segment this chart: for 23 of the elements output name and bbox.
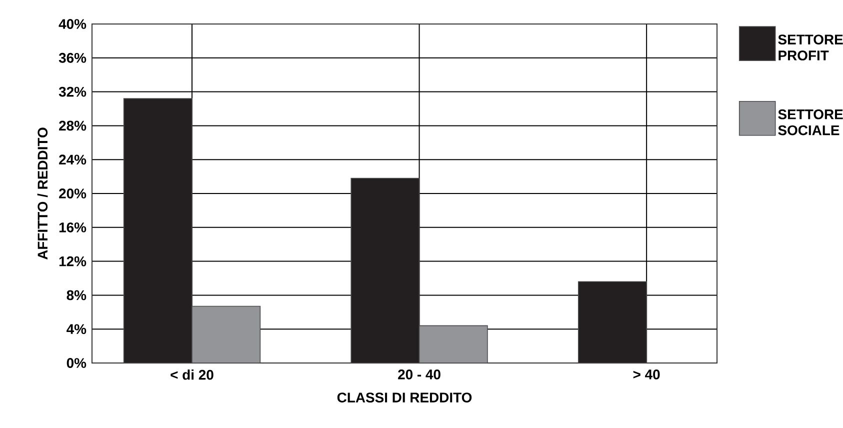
text: SETTORE SOCIALE <box>778 109 843 136</box>
x-tick-label: > 40 <box>633 370 660 380</box>
y-tick-label: 8% <box>66 290 86 300</box>
bar <box>578 281 647 363</box>
y-tick-label: 36% <box>58 52 86 63</box>
y-tick-label: 28% <box>59 120 86 131</box>
x-tick-label: 20 - 40 <box>398 370 440 380</box>
bar <box>418 325 488 363</box>
y-tick-label: 32% <box>58 86 86 97</box>
bar <box>123 98 192 363</box>
y-tick-label: 0% <box>66 358 86 368</box>
bar <box>192 306 261 363</box>
y-tick-label: 24% <box>59 154 86 165</box>
x-tick-label: < di 20 <box>170 370 214 380</box>
y-tick-label: 4% <box>66 324 86 334</box>
y-tick-label: 12% <box>59 256 86 266</box>
y-axis-title: AFFITTO / REDDITO <box>37 128 48 260</box>
text: SETTORE PROFIT <box>778 34 843 60</box>
x-axis-title: CLASSI DI REDDITO <box>337 392 472 402</box>
bar <box>350 178 420 363</box>
y-tick-label: 20% <box>59 188 86 198</box>
y-tick-label: 16% <box>59 222 86 232</box>
y-tick-label: 40% <box>58 19 86 29</box>
